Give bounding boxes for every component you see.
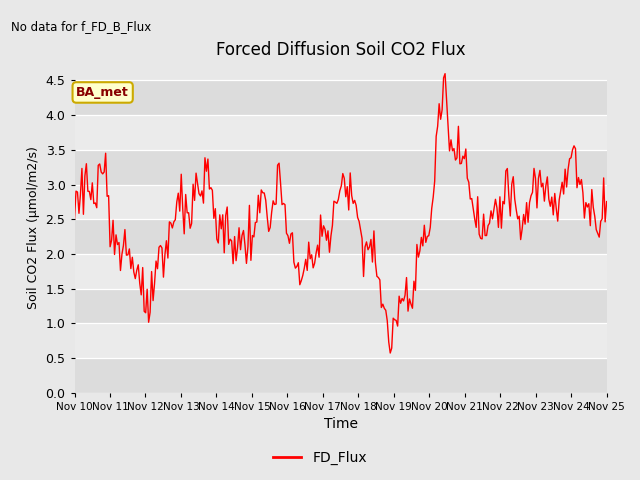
Bar	[74, 81, 607, 115]
X-axis label: Time: Time	[324, 418, 358, 432]
Bar	[74, 254, 607, 288]
Title: Forced Diffusion Soil CO2 Flux: Forced Diffusion Soil CO2 Flux	[216, 41, 465, 59]
Bar	[74, 150, 607, 184]
Text: No data for f_FD_B_Flux: No data for f_FD_B_Flux	[11, 20, 151, 33]
Bar	[74, 219, 607, 254]
Text: BA_met: BA_met	[76, 86, 129, 99]
Bar	[74, 115, 607, 150]
Bar	[74, 358, 607, 393]
Y-axis label: Soil CO2 Flux (μmol/m2/s): Soil CO2 Flux (μmol/m2/s)	[27, 146, 40, 310]
Bar	[74, 288, 607, 324]
Bar	[74, 324, 607, 358]
Bar	[74, 184, 607, 219]
Legend: FD_Flux: FD_Flux	[268, 445, 372, 471]
